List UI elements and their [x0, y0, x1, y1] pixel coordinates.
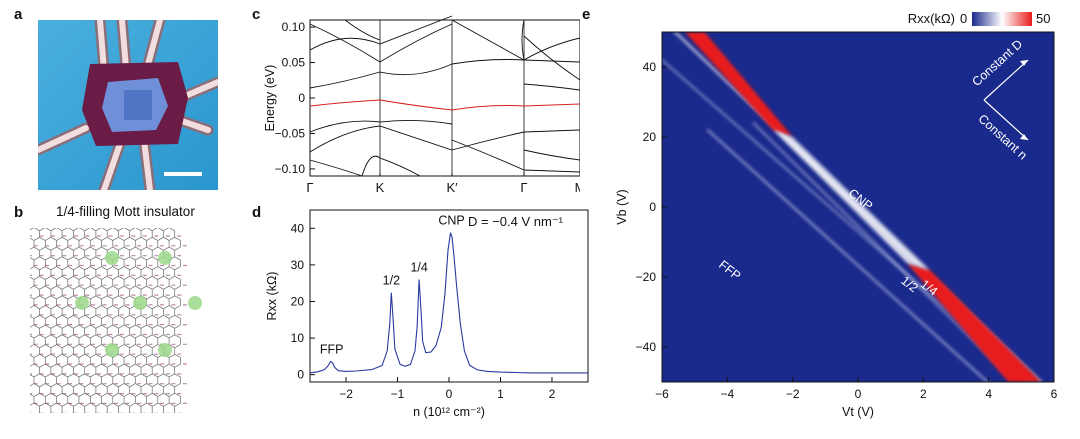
band-3 [344, 19, 381, 41]
c-ytick-label-4: −0.10 [275, 162, 306, 176]
c-ytick-label-1: 0.05 [282, 56, 306, 70]
colorbar-min-label: 0 [960, 11, 967, 26]
d-xtick-label-4: 2 [549, 387, 556, 401]
localized-charge-2 [75, 296, 89, 310]
d-ytick-label-4: 40 [291, 221, 305, 235]
band-10 [309, 159, 363, 177]
band-13 [523, 149, 580, 161]
c-xtick-label-2: K′ [446, 180, 458, 195]
d-displacement-annotation: D = −0.4 V nm⁻¹ [468, 214, 564, 229]
localized-charge-0 [105, 251, 119, 265]
e-ylabel: Vb (V) [615, 189, 629, 224]
localized-charge-1 [158, 251, 172, 265]
c-xtick-label-4: M [575, 180, 580, 195]
d-ytick-label-2: 20 [291, 294, 305, 308]
heatmap-features [662, 32, 1043, 382]
e-ytick-label-1: 20 [643, 130, 657, 144]
band-8 [309, 119, 453, 133]
band-lines [309, 15, 580, 177]
band-9 [309, 125, 580, 153]
colorbar [972, 12, 1032, 26]
c-xtick-label-0: Γ [306, 180, 313, 195]
cnp-white-band-middle [773, 130, 930, 270]
constant-d-arrowhead [1020, 60, 1028, 66]
c-ytick-label-2: 0 [298, 91, 305, 105]
e-xlabel: Vt (V) [842, 405, 874, 419]
panel-label-e: e [582, 6, 591, 23]
e-xtick-label-0: −6 [655, 387, 669, 401]
c-xtick-label-3: Γ [520, 180, 527, 195]
e-xtick-label-3: 0 [855, 387, 862, 401]
panel-label-a: a [14, 6, 23, 23]
band-6 [523, 35, 580, 81]
d-peak-label-1: 1/2 [383, 274, 400, 288]
band-2 [309, 59, 580, 89]
d-ytick-label-0: 0 [297, 368, 304, 382]
band-14 [361, 155, 381, 177]
c-ytick-label-3: −0.05 [275, 126, 306, 140]
localized-charge-6 [158, 343, 172, 357]
colorbar-max-label: 50 [1036, 11, 1050, 26]
rxx-vs-density-plot: 0 10 20 30 40 −2 −1 0 1 2 n (10¹² cm⁻²) Rxx (kΩ) D =… [265, 209, 589, 419]
band-1 [309, 15, 453, 51]
d-ylabel: Rxx (kΩ) [265, 272, 279, 321]
d-peak-label-3: CNP [438, 214, 464, 228]
e-xtick-label-2: −2 [786, 387, 800, 401]
band-7 [523, 83, 580, 91]
c-ytick-label-0: 0.10 [282, 20, 306, 34]
d-xtick-label-0: −2 [339, 387, 353, 401]
localized-charge-5 [105, 343, 119, 357]
d-xlabel: n (10¹² cm⁻²) [413, 405, 485, 419]
constant-n-arrowhead [1020, 134, 1028, 140]
mott-insulator-title: 1/4-filling Mott insulator [56, 204, 195, 219]
device-micrograph [38, 20, 218, 190]
band-4 [451, 19, 525, 61]
panel-label-c: c [252, 6, 261, 23]
d-ytick-label-1: 10 [291, 331, 305, 345]
e-ytick-label-0: 40 [643, 60, 657, 74]
moire-lattice-diagram [30, 228, 202, 413]
c-ylabel: Energy (eV) [263, 65, 277, 132]
cnp-red-band-lower [907, 263, 1041, 382]
band-5 [521, 19, 580, 61]
constant-n-arrow [983, 99, 1029, 141]
lattice-grid [30, 228, 181, 413]
c-xtick-label-1: K [376, 180, 385, 195]
ffp-line [706, 129, 989, 382]
colorbar-label: Rxx(kΩ) [908, 11, 955, 26]
e-xtick-label-6: 6 [1051, 387, 1058, 401]
e-xtick-label-1: −4 [720, 387, 734, 401]
lattice-atoms [30, 235, 187, 413]
e-ytick-label-3: −20 [636, 270, 657, 284]
constant-d-arrow [983, 59, 1029, 101]
flat-band-highlight [309, 99, 580, 111]
d-peak-label-2: 1/4 [410, 261, 427, 275]
d-ytick-label-3: 30 [291, 258, 305, 272]
e-ytick-label-4: −40 [636, 340, 657, 354]
band-11 [379, 157, 421, 177]
e-xtick-label-4: 2 [920, 387, 927, 401]
band-0 [309, 23, 453, 63]
e-ytick-label-2: 0 [649, 200, 656, 214]
band-12 [451, 139, 580, 173]
half-filling-line [752, 122, 1010, 376]
localized-charge-3 [133, 296, 147, 310]
d-series-line [309, 232, 588, 374]
d-xtick-label-2: 0 [446, 387, 453, 401]
d-xtick-label-3: 1 [497, 387, 504, 401]
e-xtick-label-5: 4 [985, 387, 992, 401]
d-xtick-label-1: −1 [391, 387, 405, 401]
localized-charge-4 [188, 296, 202, 310]
panel-label-d: d [252, 204, 262, 221]
panel-label-b: b [14, 204, 24, 221]
d-peak-label-0: FFP [320, 343, 344, 357]
cnp-red-band-upper [684, 32, 793, 137]
